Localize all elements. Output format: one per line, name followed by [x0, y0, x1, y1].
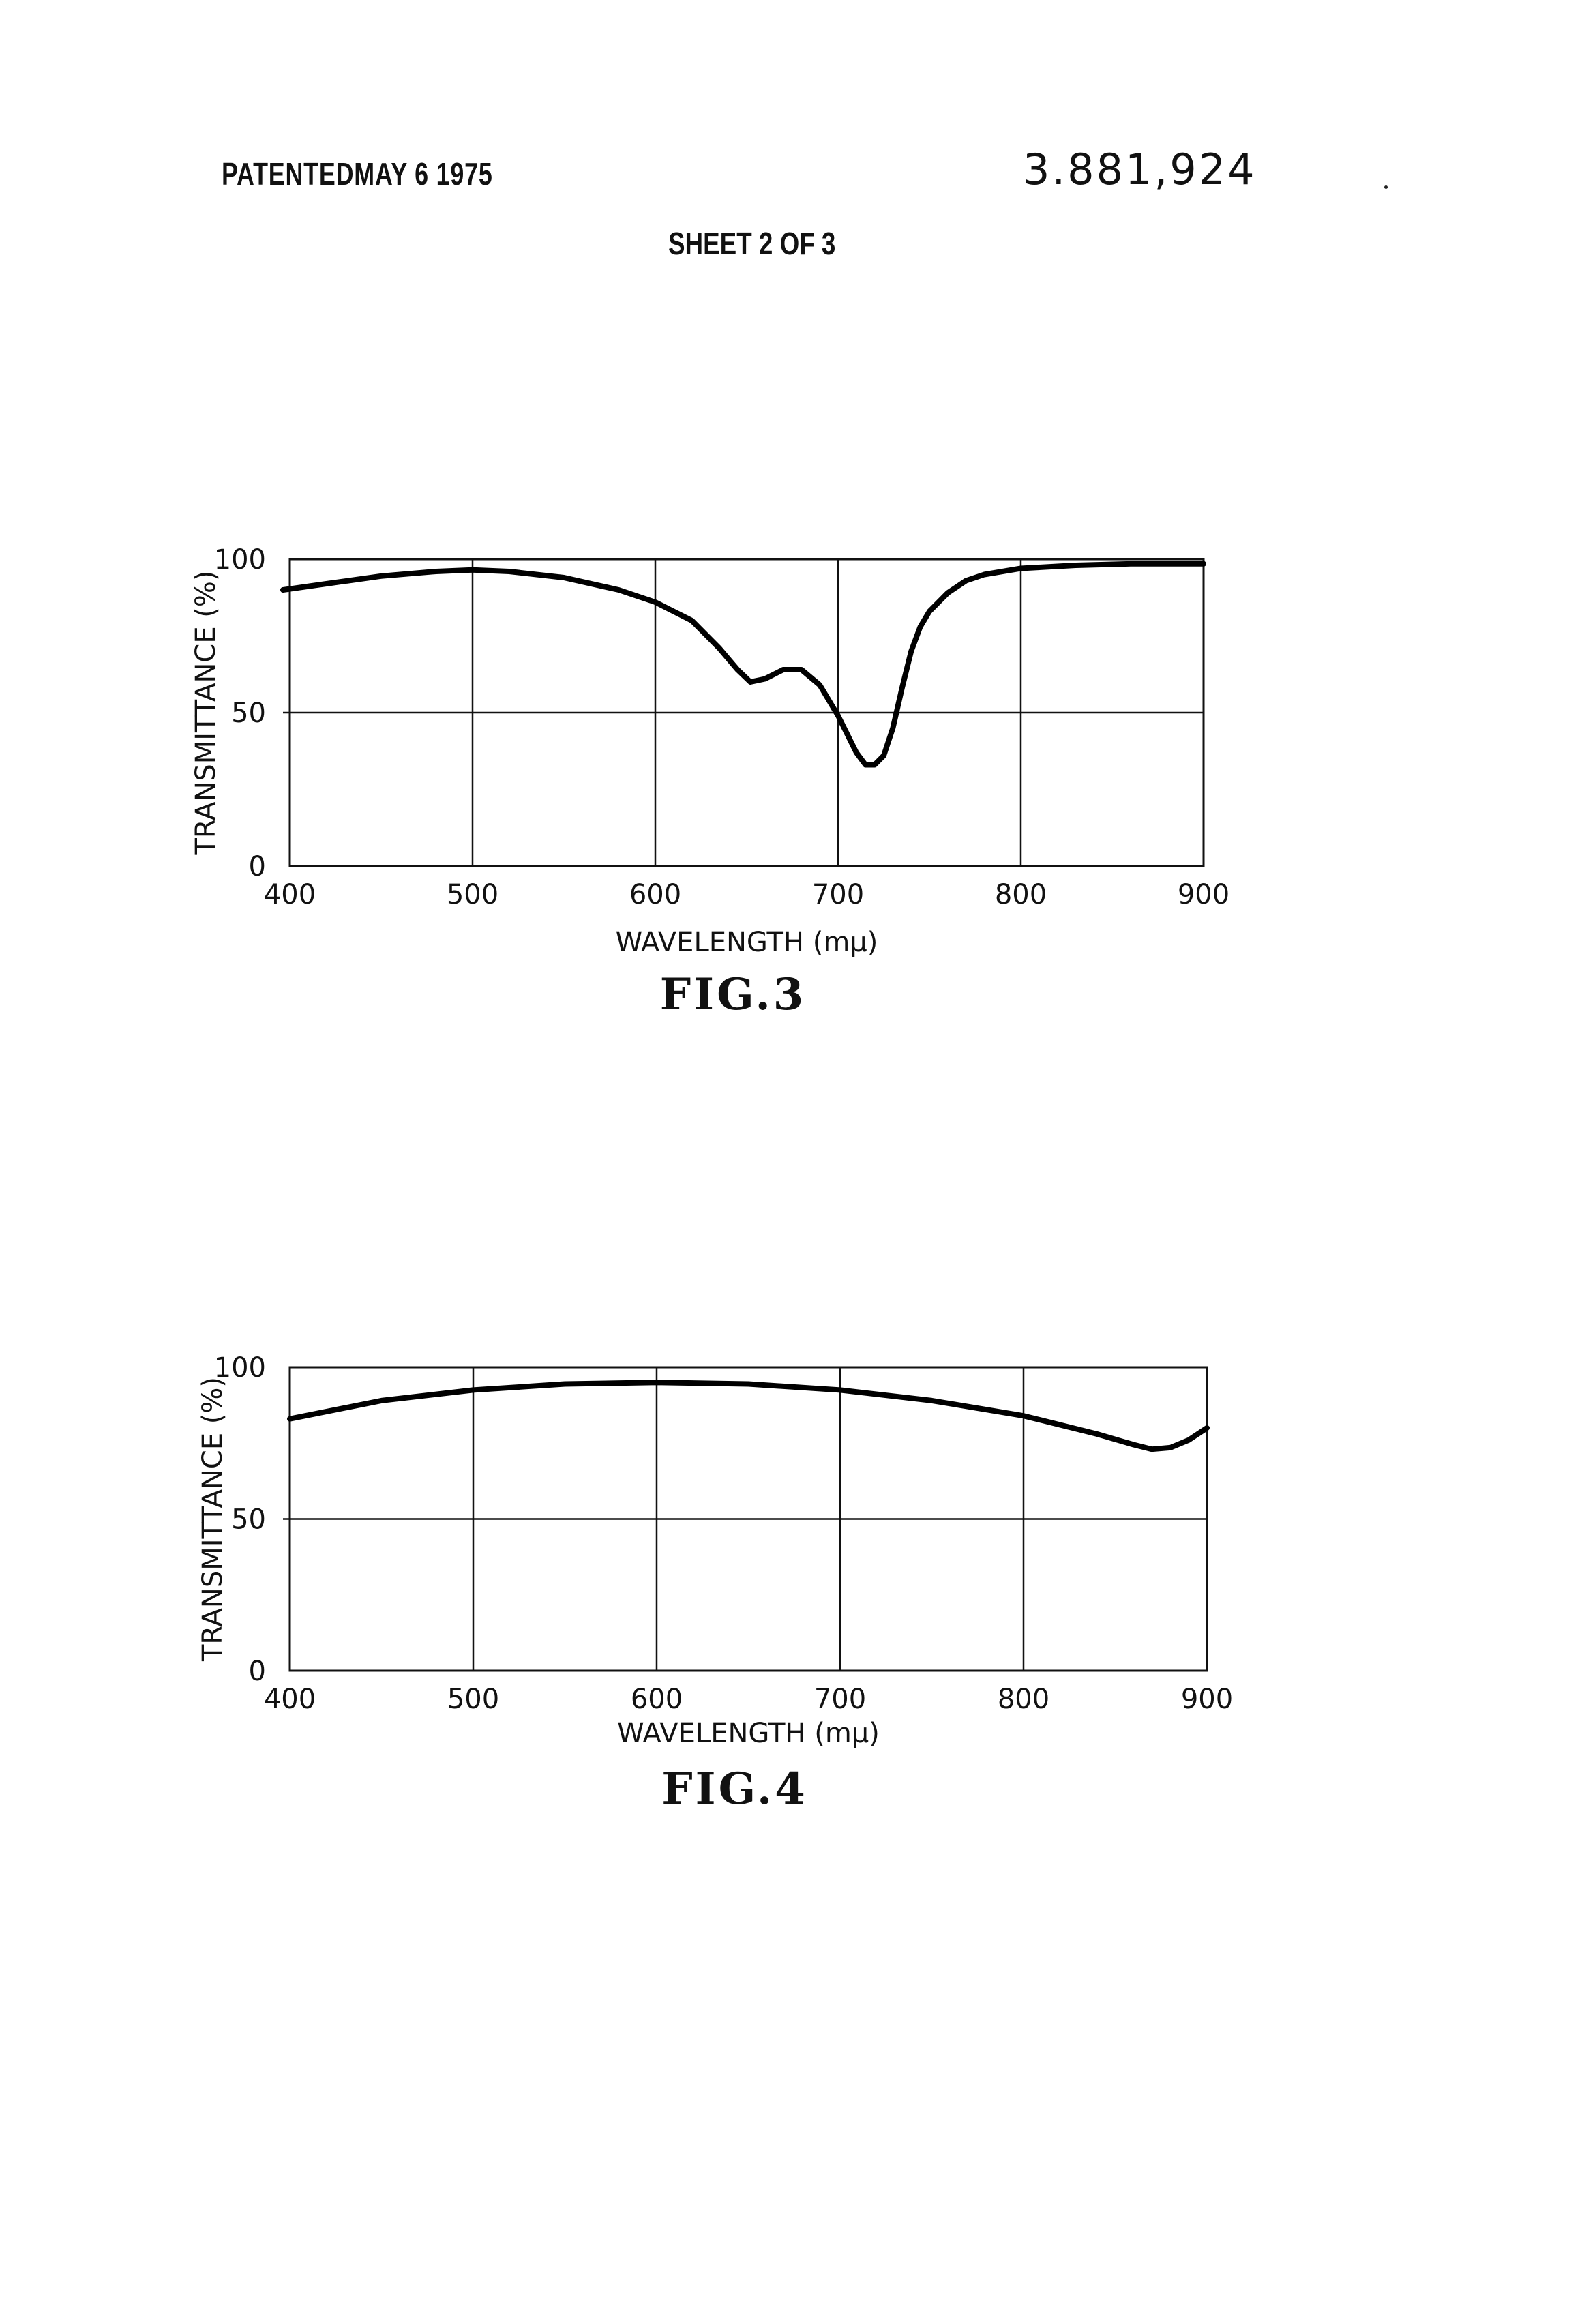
- x-tick-label: 800: [998, 1684, 1049, 1715]
- sheet-number: SHEET 2 OF 3: [668, 225, 835, 262]
- patent-number: 3.881,924: [1023, 145, 1257, 194]
- y-tick-label: 0: [249, 851, 266, 882]
- x-tick-label: 500: [447, 879, 498, 910]
- figure-label: FIG.3: [660, 969, 807, 1020]
- speck-mark: [1384, 185, 1388, 189]
- x-tick-label: 700: [812, 879, 864, 910]
- y-axis-label: TRANSMITTANCE (%): [190, 570, 222, 855]
- series-line-0: [283, 564, 1204, 765]
- x-axis-label: WAVELENGTH (mμ): [617, 1718, 880, 1749]
- x-tick-label: 700: [814, 1684, 866, 1715]
- y-axis-label: TRANSMITTANCE (%): [197, 1377, 228, 1662]
- x-tick-label: 500: [447, 1684, 499, 1715]
- patented-date: PATENTEDMAY 6 1975: [222, 155, 493, 192]
- x-tick-label: 800: [995, 879, 1047, 910]
- fig3-chart: 400 500 600 700 800 900 0 50 100 WAVELENGTH (mμ) T…: [0, 518, 1582, 1037]
- y-tick-label: 0: [249, 1656, 266, 1687]
- x-tick-label: 900: [1181, 1684, 1233, 1715]
- x-tick-label: 600: [629, 879, 681, 910]
- y-tick-label: 50: [231, 1504, 266, 1536]
- x-tick-label: 900: [1178, 879, 1229, 910]
- x-tick-label: 400: [264, 879, 316, 910]
- series-line-0: [290, 1382, 1207, 1449]
- x-axis-label: WAVELENGTH (mμ): [616, 927, 878, 958]
- y-tick-label: 50: [231, 698, 266, 729]
- x-tick-label: 600: [631, 1684, 683, 1715]
- x-tick-label: 400: [264, 1684, 316, 1715]
- figure-label: FIG.4: [661, 1763, 808, 1815]
- fig4-chart: 400500600700800900050100WAVELENGTH (mμ)T…: [0, 1330, 1582, 1848]
- y-tick-label: 100: [214, 544, 266, 576]
